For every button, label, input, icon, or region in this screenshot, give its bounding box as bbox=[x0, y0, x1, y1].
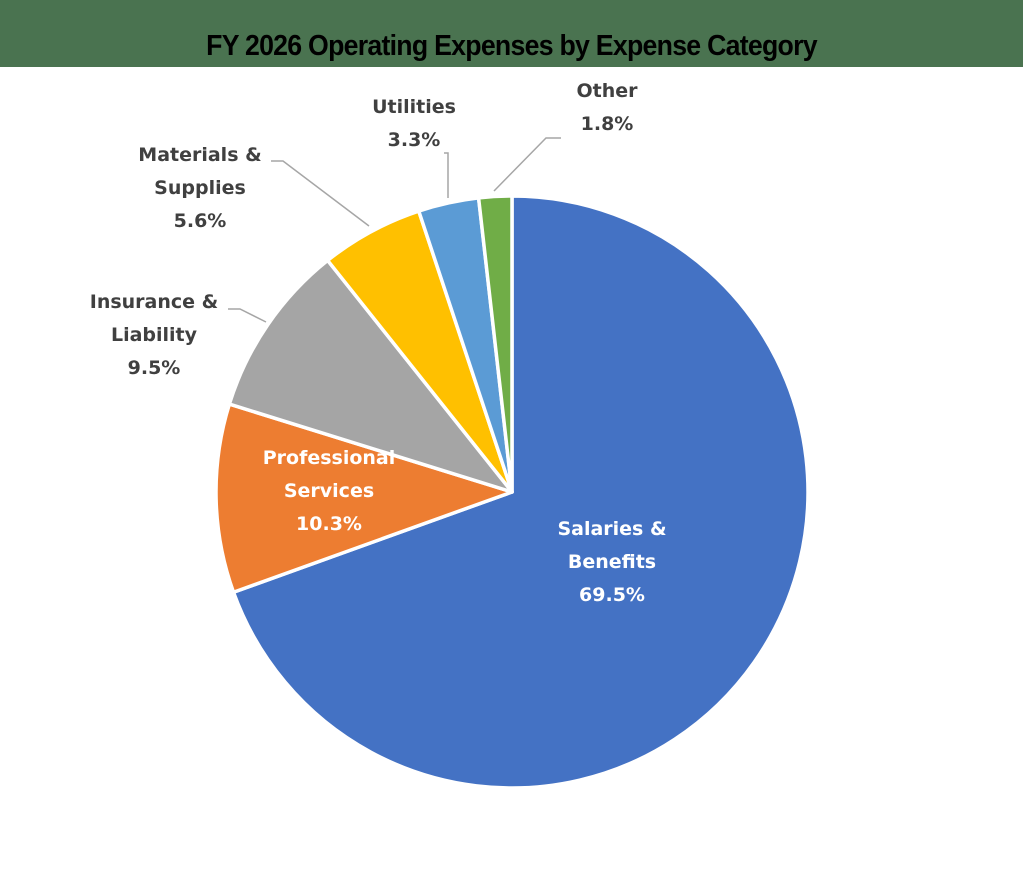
chart-title: FY 2026 Operating Expenses by Expense Ca… bbox=[206, 30, 817, 62]
leader-line bbox=[228, 308, 267, 323]
data-label: Professional Services 10.3% bbox=[263, 447, 396, 535]
pie-slices bbox=[214, 194, 810, 790]
pie-slice-insurance-liability bbox=[227, 258, 514, 494]
pie-slice-other bbox=[476, 194, 514, 494]
leader-line bbox=[493, 137, 561, 192]
data-label: Materials & Supplies 5.6% bbox=[138, 144, 261, 232]
data-labels: Salaries & Benefits 69.5% Professional Servi… bbox=[90, 80, 667, 606]
pie-slice-professional-services bbox=[214, 402, 514, 595]
leader-line bbox=[271, 160, 370, 227]
pie-slice-salaries-benefits bbox=[231, 194, 810, 790]
data-label: Other 1.8% bbox=[576, 80, 638, 135]
leader-line bbox=[444, 152, 449, 198]
data-label: Insurance & Liability 9.5% bbox=[90, 291, 218, 379]
data-label: Utilities 3.3% bbox=[372, 96, 456, 151]
data-label: Salaries & Benefits 69.5% bbox=[557, 518, 666, 606]
leader-lines bbox=[228, 137, 561, 323]
title-band bbox=[0, 0, 1023, 67]
